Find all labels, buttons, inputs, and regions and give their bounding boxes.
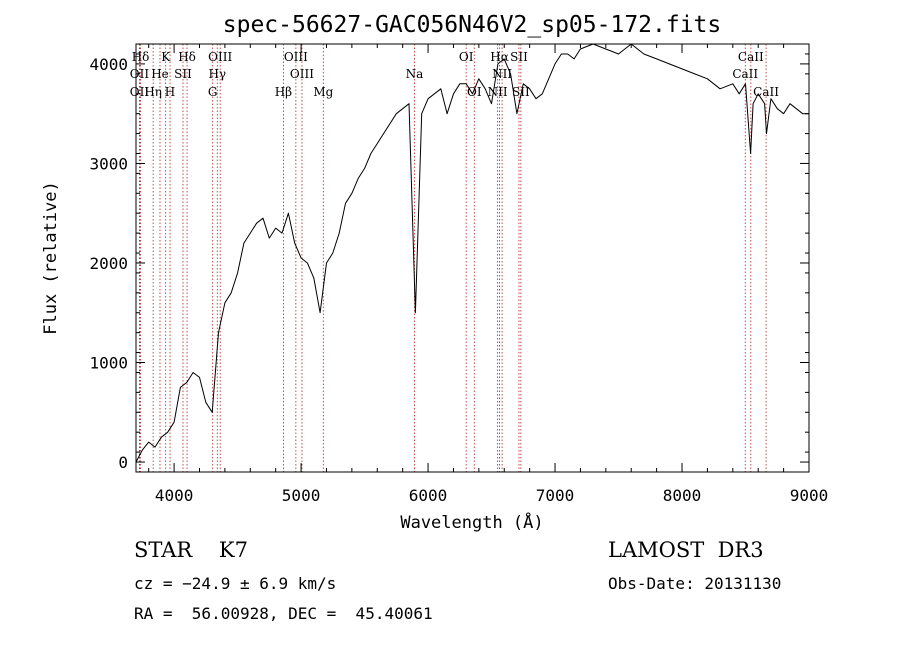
x-tick-label-4: 8000 bbox=[663, 486, 702, 505]
line-label-13: OIII bbox=[290, 67, 314, 81]
x-tick-label-0: 4000 bbox=[155, 486, 194, 505]
y-tick-label-2: 2000 bbox=[89, 254, 128, 273]
line-label-4: OIII bbox=[284, 50, 308, 64]
line-label-6: Hα bbox=[490, 50, 509, 64]
x-tick-label-2: 6000 bbox=[409, 486, 448, 505]
line-label-22: Mg bbox=[313, 85, 333, 99]
survey-release: LAMOST DR3 bbox=[608, 538, 764, 562]
line-label-1: K bbox=[161, 50, 171, 64]
line-label-10: He bbox=[151, 67, 169, 81]
line-label-8: CaII bbox=[738, 50, 764, 64]
y-tick-label-4: 4000 bbox=[89, 55, 128, 74]
x-tick-label-3: 7000 bbox=[536, 486, 575, 505]
redshift-cz: cz = −24.9 ± 6.9 km/s bbox=[134, 574, 337, 593]
line-label-20: G bbox=[208, 85, 218, 99]
line-label-26: CaII bbox=[753, 85, 779, 99]
y-tick-label-1: 1000 bbox=[89, 354, 128, 373]
object-class: STAR K7 bbox=[134, 538, 248, 562]
line-label-9: OII bbox=[130, 67, 150, 81]
y-tick-label-0: 0 bbox=[118, 453, 128, 472]
spectrum-line bbox=[135, 43, 809, 463]
line-label-12: Hγ bbox=[208, 67, 226, 81]
line-label-7: SII bbox=[510, 50, 528, 64]
y-tick-label-3: 3000 bbox=[89, 154, 128, 173]
x-axis-label: Wavelength (Å) bbox=[400, 511, 543, 533]
line-label-16: CaII bbox=[732, 67, 758, 81]
observation-date: Obs-Date: 20131130 bbox=[608, 574, 782, 593]
line-label-5: OI bbox=[459, 50, 474, 64]
line-label-15: NII bbox=[492, 67, 512, 81]
plot-frame bbox=[135, 43, 810, 473]
ra-dec-coordinates: RA = 56.00928, DEC = 45.40061 bbox=[134, 604, 433, 623]
line-label-18: Hη bbox=[144, 85, 162, 99]
line-label-24: NII bbox=[488, 85, 508, 99]
chart-title: spec-56627-GAC056N46V2_sp05-172.fits bbox=[223, 12, 722, 38]
y-axis-label: Flux (relative) bbox=[41, 181, 61, 335]
line-label-11: SII bbox=[174, 67, 192, 81]
line-label-17: OII bbox=[130, 85, 150, 99]
line-label-3: OIII bbox=[208, 50, 232, 64]
axis-ticks: 4000 5000 6000 7000 8000 9000 0 1000 2000 3000 400… bbox=[89, 44, 828, 505]
line-label-0: Hδ bbox=[132, 50, 150, 64]
x-tick-label-1: 5000 bbox=[282, 486, 321, 505]
line-label-23: OI bbox=[467, 85, 482, 99]
line-label-25: SII bbox=[512, 85, 530, 99]
x-tick-label-5: 9000 bbox=[790, 486, 829, 505]
spectral-line-markers bbox=[139, 44, 767, 472]
line-label-19: H bbox=[165, 85, 175, 99]
line-label-21: Hβ bbox=[275, 85, 292, 99]
line-label-2: Hδ bbox=[178, 50, 196, 64]
line-label-14: Na bbox=[406, 67, 424, 81]
spectrum-series bbox=[135, 43, 809, 463]
